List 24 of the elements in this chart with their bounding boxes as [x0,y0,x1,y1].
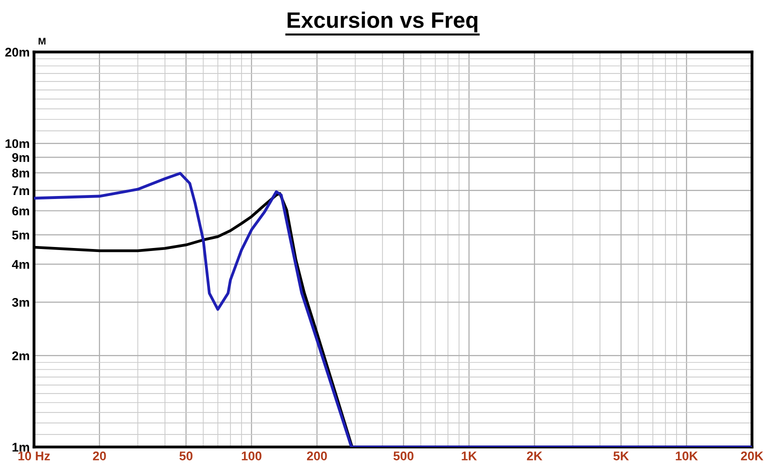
y-tick-label: 6m [12,206,30,216]
y-tick-label: 5m [12,230,30,240]
y-tick-label: 20m [5,48,30,57]
x-tick-label: 100 [242,451,262,460]
x-tick-label: 200 [306,451,327,460]
x-tick-label: 10 Hz [18,451,50,460]
chart-title: Excursion vs Freq [288,12,478,32]
y-axis-title: M [38,38,46,45]
x-tick-label: 50 [179,451,192,460]
y-tick-label: 7m [12,186,30,195]
x-tick-label: 20K [740,451,764,460]
x-tick-label: 500 [393,451,414,460]
y-tick-label: 3m [12,298,30,307]
y-tick-label: 10m [6,139,30,148]
y-tick-label: 8m [12,168,30,178]
x-tick-label: 5K [613,452,629,460]
y-tick-label: 4m [12,260,30,269]
y-tick-label: 2m [12,351,30,360]
y-tick-label: 1m [12,442,30,452]
y-tick-label: 9m [12,153,30,162]
x-tick-label: 10K [676,451,698,460]
x-tick-label: 20 [92,451,106,460]
x-tick-label: 1K [462,452,477,460]
x-tick-label: 2K [526,451,542,460]
